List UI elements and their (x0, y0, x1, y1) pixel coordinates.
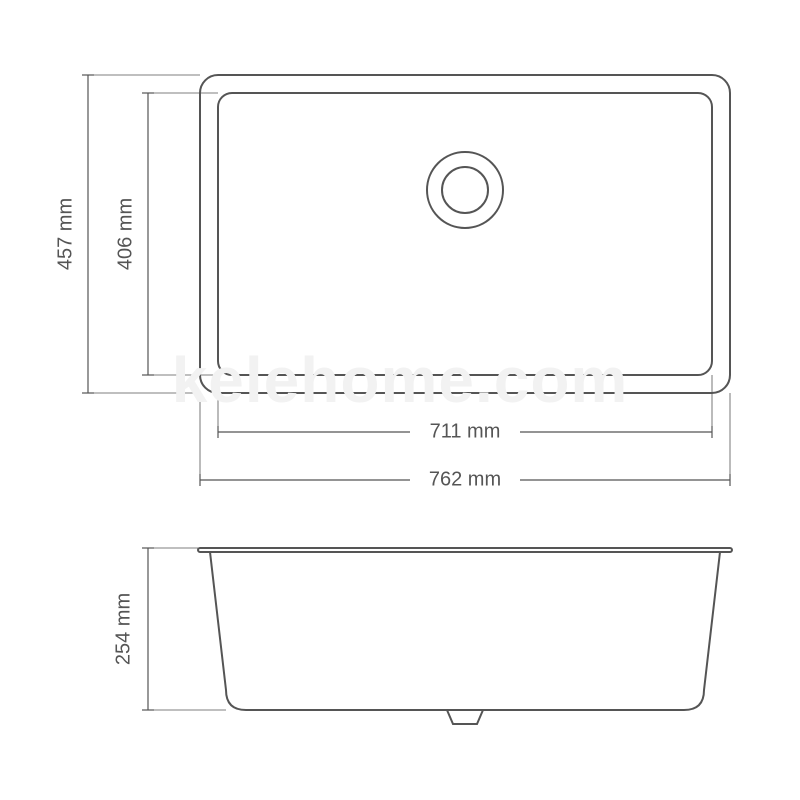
dim-inner-width: 711 mm (430, 421, 501, 444)
dim-outer-width: 762 mm (429, 469, 501, 492)
diagram-stage: 457 mm 406 mm 711 mm 762 mm 254 mm keleh… (0, 0, 800, 800)
dim-inner-height: 406 mm (115, 198, 138, 270)
dim-outer-height: 457 mm (55, 198, 78, 270)
dimension-drawing-svg (0, 0, 800, 800)
dim-depth: 254 mm (113, 593, 136, 665)
